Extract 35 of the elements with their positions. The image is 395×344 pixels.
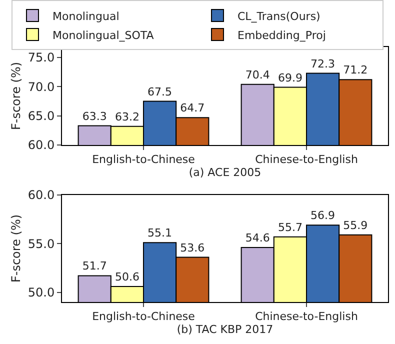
legend-label: CL_Trans(Ours) <box>238 10 320 23</box>
data-label: 51.7 <box>82 260 107 273</box>
data-label: 55.1 <box>148 226 172 240</box>
data-label: 53.6 <box>180 241 205 254</box>
data-label: 50.6 <box>114 270 140 284</box>
data-label: 56.9 <box>310 209 336 222</box>
x-axis-title: (a) ACE 2005 <box>188 166 262 180</box>
legend-label: Monolingual_SOTA <box>52 28 154 42</box>
data-label: 70.4 <box>245 68 270 82</box>
data-label: 63.3 <box>82 110 107 123</box>
y-axis-title: F-score (%) <box>9 214 24 283</box>
data-label: 67.5 <box>148 85 172 98</box>
y-tick-label: 75.0 <box>28 50 55 65</box>
legend-label: Monolingual <box>52 10 120 23</box>
y-tick-label: 70.0 <box>28 80 55 94</box>
y-tick-label: 60.0 <box>28 188 55 202</box>
data-label: 71.2 <box>343 64 368 77</box>
legend-label: Embedding_Proj <box>238 28 326 42</box>
y-tick-label: 55.0 <box>28 236 55 251</box>
data-label: 55.7 <box>278 220 302 234</box>
y-axis-title: F-score (%) <box>9 62 24 130</box>
x-tick-label: Chinese-to-English <box>255 310 358 324</box>
data-label: 63.2 <box>114 110 140 124</box>
data-label: 64.7 <box>180 102 205 115</box>
y-tick-label: 65.0 <box>28 109 55 124</box>
data-label: 69.9 <box>278 71 302 84</box>
data-label: 55.9 <box>343 218 368 232</box>
x-tick-label: English-to-Chinese <box>92 310 196 324</box>
x-tick-label: English-to-Chinese <box>92 153 196 166</box>
x-tick-label: Chinese-to-English <box>255 153 358 166</box>
data-label: 54.6 <box>245 232 270 245</box>
data-label: 72.3 <box>310 57 336 70</box>
y-tick-label: 50.0 <box>28 285 55 300</box>
x-axis-title: (b) TAC KBP 2017 <box>176 323 274 336</box>
y-tick-label: 60.0 <box>28 138 55 152</box>
